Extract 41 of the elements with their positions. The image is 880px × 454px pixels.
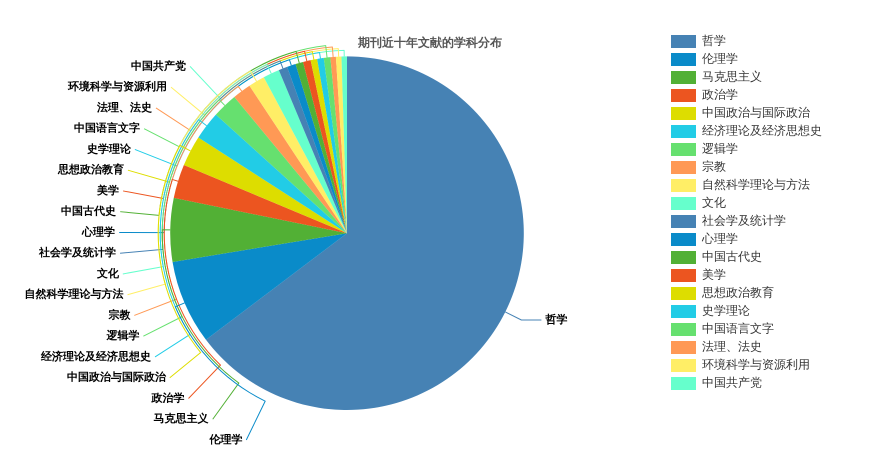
legend-label: 经济理论及经济思想史	[702, 124, 822, 138]
legend-label: 伦理学	[702, 52, 738, 66]
category-label: 政治学	[151, 391, 184, 404]
category-label: 社会学及统计学	[39, 246, 116, 260]
category-label: 美学	[97, 184, 120, 197]
category-label: 宗教	[108, 308, 130, 322]
legend-label: 中国共产党	[702, 376, 762, 390]
legend-label: 逻辑学	[702, 142, 738, 156]
legend-label: 社会学及统计学	[702, 214, 786, 228]
category-label: 经济理论及经济思想史	[41, 350, 152, 363]
category-label: 马克思主义	[154, 412, 209, 426]
category-label: 心理学	[82, 225, 116, 238]
category-label: 文化	[96, 266, 119, 280]
category-label: 逻辑学	[106, 329, 140, 342]
category-label: 思想政治教育	[58, 163, 124, 176]
category-label: 环境科学与资源利用	[68, 80, 167, 94]
category-label: 伦理学	[209, 432, 242, 446]
legend-label: 史学理论	[702, 304, 750, 318]
legend-label: 马克思主义	[702, 70, 762, 84]
legend-label: 心理学	[701, 232, 738, 246]
legend-label: 思想政治教育	[701, 286, 774, 300]
legend-label: 中国古代史	[702, 250, 762, 264]
category-label: 中国语言文字	[74, 122, 140, 135]
legend-label: 哲学	[702, 34, 726, 48]
legend-label: 法理、法史	[702, 340, 762, 354]
legend-label: 宗教	[702, 160, 726, 174]
chart-title: 期刊近十年文献的学科分布	[357, 35, 502, 50]
legend-label: 美学	[702, 268, 726, 282]
category-label: 中国共产党	[131, 59, 186, 72]
legend-label: 自然科学理论与方法	[702, 178, 810, 192]
legend-label: 文化	[702, 196, 726, 210]
category-label: 自然科学理论与方法	[24, 288, 124, 301]
category-label: 中国政治与国际政治	[66, 370, 166, 384]
legend-label: 中国政治与国际政治	[702, 106, 810, 120]
category-label: 史学理论	[86, 142, 131, 156]
category-label: 法理、法史	[96, 100, 152, 114]
legend-label: 政治学	[702, 88, 738, 102]
category-label: 中国古代史	[61, 204, 116, 218]
slice-label: 哲学	[544, 312, 568, 326]
legend-label: 中国语言文字	[702, 322, 774, 336]
legend-label: 环境科学与资源利用	[702, 358, 810, 372]
